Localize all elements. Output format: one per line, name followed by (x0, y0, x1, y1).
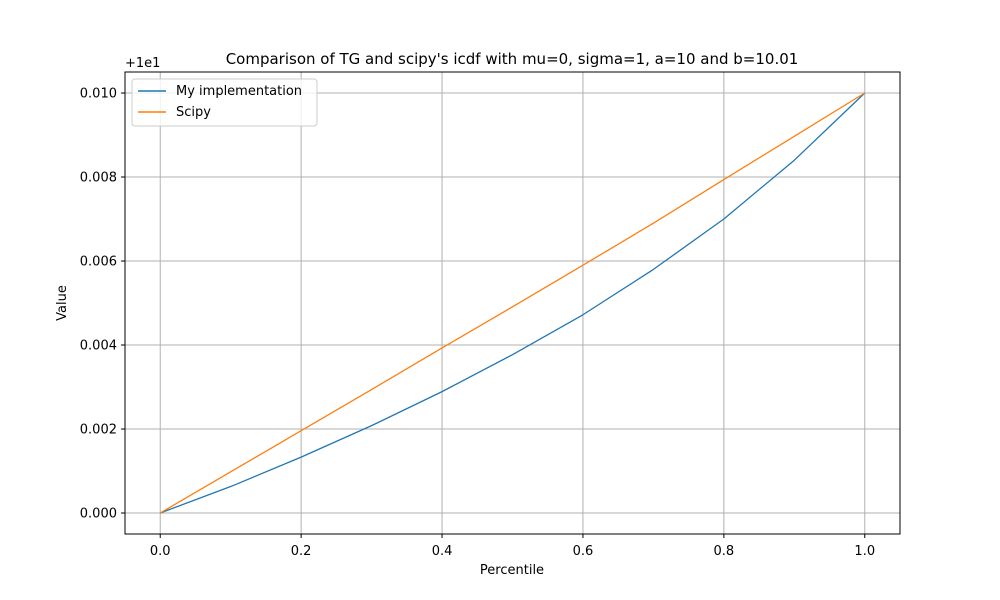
x-tick-label: 0.2 (291, 544, 312, 559)
legend-label-my-implementation: My implementation (176, 84, 302, 99)
y-tick-label: 0.000 (80, 507, 117, 522)
y-tick-label: 0.010 (80, 87, 117, 102)
grid (125, 72, 900, 534)
y-tick-label: 0.006 (80, 255, 117, 270)
x-axis-label: Percentile (480, 563, 544, 578)
x-tick-label: 1.0 (854, 544, 875, 559)
series-layer (159, 92, 866, 514)
y-tick-label: 0.008 (80, 171, 117, 186)
legend-box (131, 78, 318, 127)
x-tick-label: 0.8 (714, 544, 735, 559)
legend: My implementation Scipy (131, 78, 318, 127)
chart-title: Comparison of TG and scipy's icdf with m… (226, 50, 799, 68)
y-offset-label: +1e1 (125, 56, 160, 71)
series-line-my-implementation (160, 92, 866, 514)
plot-frame (124, 71, 901, 535)
y-axis-label: Value (55, 285, 70, 321)
x-tick-label: 0.6 (573, 544, 594, 559)
series-line-scipy (159, 92, 866, 514)
x-tick-label: 0.4 (432, 544, 453, 559)
y-tick-label: 0.002 (80, 423, 117, 438)
legend-label-scipy: Scipy (176, 105, 211, 120)
ticks: 0.0 0.2 0.4 0.6 0.8 1.0 0.000 0.002 0.004 0.006 0.… (80, 87, 875, 560)
x-tick-label: 0.0 (150, 544, 171, 559)
y-tick-label: 0.004 (80, 339, 117, 354)
